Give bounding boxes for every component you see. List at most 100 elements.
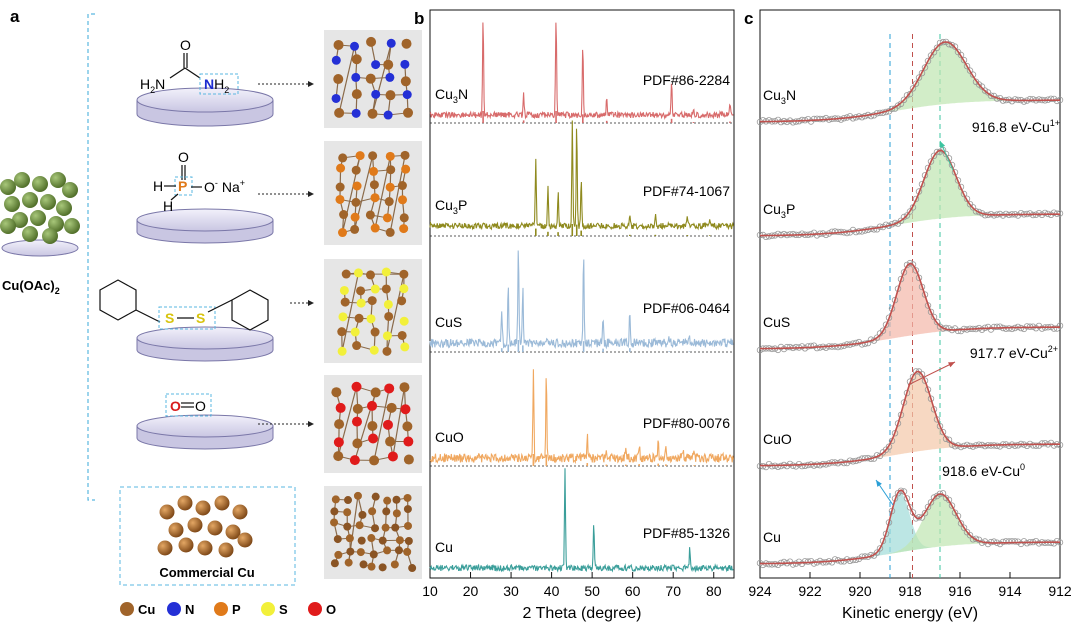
xps-data-point — [846, 557, 854, 564]
xps-data-point — [879, 327, 887, 334]
commercial-cu-particles — [157, 495, 253, 558]
commercial-cu-particle — [237, 532, 253, 548]
xps-x-tick-label: 914 — [998, 583, 1022, 599]
xrd-x-tick-label: 20 — [463, 583, 479, 599]
xrd-series-label-cu3p: Cu3P — [435, 197, 467, 216]
cuo-atom — [403, 454, 414, 465]
xps-data-point — [867, 112, 875, 120]
xps-data-point — [858, 228, 866, 235]
xps-chart: Cu3N Cu3P CuS CuO Cu 916.8 eV-Cu1+ 917.7 eV-Cu… — [748, 34, 1072, 599]
xps-annotation: 916.8 eV-Cu1+ — [972, 118, 1060, 135]
cu-atom — [356, 548, 365, 557]
cu3n-atom — [400, 76, 411, 87]
legend-label-cu: Cu — [138, 602, 155, 617]
xps-data-point — [933, 318, 941, 326]
cu3n-atom — [385, 72, 395, 82]
xps-data-point — [762, 233, 770, 240]
commercial-cu-particle — [157, 540, 173, 556]
legend-dot-cu — [120, 602, 134, 616]
xps-data-point — [1041, 209, 1049, 217]
panel-a-label: a — [10, 7, 20, 26]
xps-data-point — [900, 96, 908, 103]
xps-data-point — [828, 228, 836, 235]
commercial-cu-particle — [195, 500, 211, 516]
commercial-cu-particle — [207, 520, 223, 536]
xps-data-point — [912, 195, 920, 203]
cu3p-atom — [399, 213, 409, 223]
xps-data-point — [894, 420, 902, 427]
cuo-atom — [349, 455, 360, 466]
xps-data-point — [780, 558, 788, 566]
cu-atom — [355, 521, 364, 530]
cu-atom — [367, 562, 376, 571]
cu3p-atom — [355, 151, 365, 161]
xps-data-point — [807, 342, 815, 350]
xrd-series-label-cu3n: Cu3N — [435, 86, 468, 105]
xps-fit-cuo — [760, 370, 1060, 467]
cu3n-atom — [400, 59, 410, 69]
cu-atom — [403, 493, 412, 502]
cus-atom — [399, 269, 409, 279]
xps-data-point — [945, 496, 953, 504]
precursor-particle — [56, 200, 72, 216]
xps-data-point — [939, 428, 947, 436]
cus-atom — [339, 285, 349, 295]
cu3p-atom — [336, 163, 346, 173]
xps-annotation: 917.7 eV-Cu2+ — [970, 344, 1058, 361]
xps-data-point — [789, 119, 797, 126]
cus-atom — [341, 269, 351, 279]
cuo-atom — [335, 402, 346, 413]
precursor-particle — [22, 226, 38, 242]
cu-atom — [383, 496, 392, 505]
cu-atom — [344, 496, 353, 505]
svg-text:S: S — [196, 310, 205, 326]
xps-x-tick-label: 924 — [748, 583, 772, 599]
cus-atom — [382, 346, 392, 356]
cu3n-atom — [333, 39, 344, 50]
xps-data-point — [936, 423, 944, 430]
cuo-atom — [331, 387, 342, 398]
xps-data-point — [1053, 538, 1061, 545]
cuo-atom — [333, 437, 344, 448]
xps-data-point — [912, 80, 920, 87]
svg-text:S: S — [165, 310, 174, 326]
xps-data-point — [858, 341, 866, 348]
cu-atom — [378, 563, 387, 572]
cu-atom — [381, 523, 390, 532]
commercial-cu-box: Commercial Cu — [119, 486, 296, 586]
cu3p-atom — [338, 153, 348, 163]
cuo-atom — [352, 403, 363, 414]
cu3n-atom — [401, 38, 412, 49]
panel-c: c Cu3N Cu3P CuS CuO Cu 916.8 eV-Cu1+ 917.7 eV-… — [744, 9, 1072, 622]
commercial-cu-particle — [178, 537, 194, 553]
xps-data-point — [798, 462, 806, 470]
cu-atom — [343, 522, 352, 531]
precursor-particle — [12, 212, 28, 228]
precursor-particle — [22, 192, 38, 208]
xrd-x-tick-label: 40 — [544, 583, 560, 599]
xps-data-point — [954, 327, 962, 335]
xps-data-point — [804, 343, 812, 350]
commercial-cu-particle — [168, 522, 184, 538]
cuo-atom — [367, 400, 378, 411]
xps-data-point — [1002, 538, 1010, 545]
cus-atom — [397, 296, 407, 306]
xps-data-point — [756, 346, 764, 354]
cus-bond — [341, 272, 360, 352]
cu3p-atom — [369, 180, 379, 190]
xps-x-tick-label: 912 — [1048, 583, 1072, 599]
cu3n-atom — [367, 108, 378, 119]
svg-text:O: O — [180, 37, 191, 53]
cuo-atom — [399, 382, 410, 393]
xps-data-point — [960, 190, 968, 198]
xps-data-point — [990, 538, 998, 545]
cu-atom — [359, 560, 368, 569]
xps-x-axis-label: Kinetic energy (eV) — [842, 605, 978, 622]
xps-data-point — [975, 208, 983, 216]
xps-data-point — [978, 83, 986, 90]
commercial-cu-particle — [187, 517, 203, 533]
xps-series-label-cu3n: Cu3N — [763, 87, 796, 106]
panel-a: a Cu(OAc)2 O — [0, 7, 422, 617]
xps-data-point — [804, 558, 812, 565]
cuo-bond — [392, 387, 406, 457]
